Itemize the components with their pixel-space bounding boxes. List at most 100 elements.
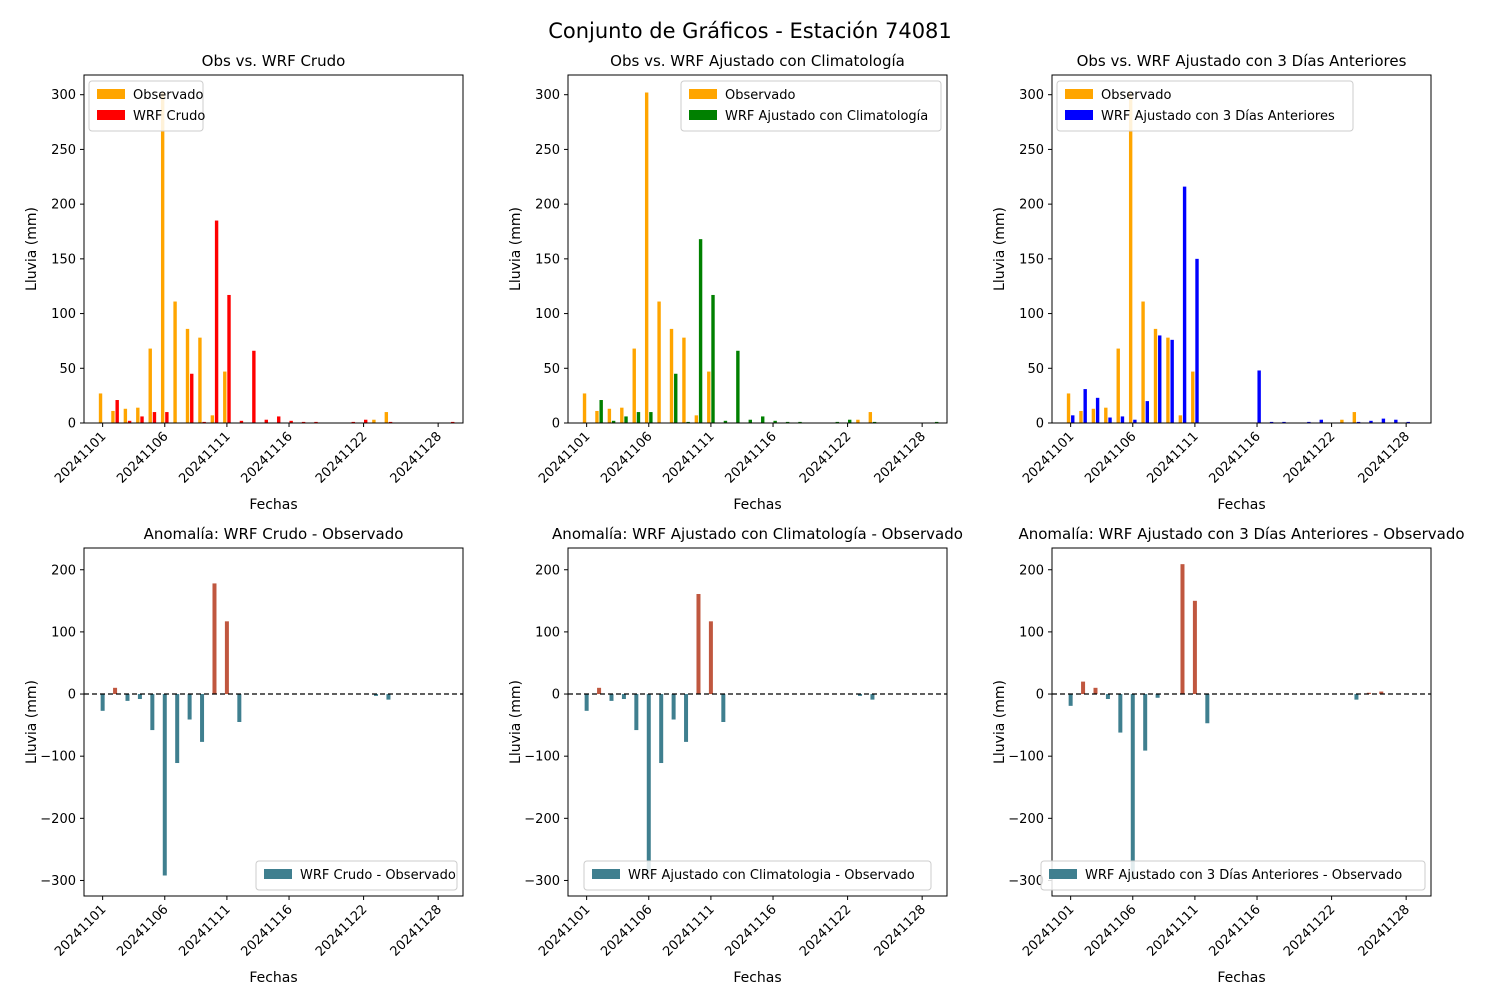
legend-swatch <box>1065 89 1093 99</box>
x-tick-label: 20241101 <box>52 429 109 486</box>
bar-2-16 <box>289 420 293 423</box>
bar-2-13 <box>736 350 740 423</box>
bar-1-23 <box>372 419 376 423</box>
bar-2-15 <box>761 416 765 423</box>
y-tick-label: 50 <box>1027 362 1044 377</box>
y-tick-label: −200 <box>40 812 76 827</box>
bar-2-10 <box>1182 186 1187 423</box>
bar-1-4 <box>620 407 624 423</box>
x-axis-label: Fechas <box>733 497 781 513</box>
x-tick-label: 20241128 <box>872 429 929 486</box>
bar-1-9 <box>682 337 686 423</box>
bar-1-6 <box>644 92 649 423</box>
plot-frame <box>1051 547 1432 897</box>
y-tick-label: −300 <box>1008 874 1044 889</box>
bar-2-10 <box>698 239 703 423</box>
legend: WRF Crudo - Observado <box>255 860 458 891</box>
bar-1-10 <box>1178 415 1183 423</box>
legend: WRF Ajustado con 3 Días Anteriores - Obs… <box>1040 860 1426 891</box>
chart-title: Anomalía: WRF Ajustado con Climatología … <box>552 525 963 543</box>
bar-1-10 <box>210 415 215 423</box>
bar-1-10 <box>1180 564 1185 695</box>
legend-box <box>680 80 942 132</box>
bar-2-5 <box>1120 416 1125 423</box>
bar-2-12 <box>723 420 728 423</box>
x-tick-label: 20241128 <box>1356 902 1413 959</box>
bar-2-26 <box>1381 418 1386 423</box>
y-tick-label: 200 <box>1019 563 1044 578</box>
y-tick-label: −300 <box>524 874 560 889</box>
bar-2-11 <box>1195 258 1199 423</box>
plot-frame <box>1051 74 1432 424</box>
bar-1-2 <box>595 410 599 423</box>
plot-frame <box>567 547 948 897</box>
bar-1-1 <box>584 694 589 711</box>
y-tick-label: 300 <box>1019 88 1044 103</box>
bar-1-11 <box>223 371 227 423</box>
y-tick-label: 200 <box>535 198 560 213</box>
x-tick-label: 20241116 <box>722 902 779 959</box>
bar-2-6 <box>165 412 169 423</box>
bar-1-6 <box>1130 694 1135 880</box>
y-tick-label: 100 <box>51 625 76 640</box>
x-tick-label: 20241116 <box>722 429 779 486</box>
bar-2-15 <box>277 416 281 423</box>
chart-title: Obs vs. WRF Ajustado con Climatología <box>610 52 905 70</box>
bar-2-1 <box>1071 415 1075 423</box>
bar-2-7 <box>1145 401 1150 423</box>
bar-1-8 <box>669 328 674 423</box>
bar-2-16 <box>773 420 777 423</box>
bar-2-4 <box>140 416 144 423</box>
y-tick-label: 50 <box>59 362 76 377</box>
x-tick-label: 20241106 <box>1082 902 1139 959</box>
bar-2-18 <box>798 421 802 423</box>
y-axis-label: Lluvia (mm) <box>992 207 1008 291</box>
bar-1-12 <box>721 694 726 722</box>
x-tick-label: 20241106 <box>114 429 171 486</box>
y-axis-label: Lluvia (mm) <box>24 207 40 291</box>
bar-1-24 <box>1352 412 1357 423</box>
bar-1-23 <box>374 694 379 696</box>
bar-1-5 <box>150 694 155 731</box>
x-tick-label: 20241116 <box>1206 429 1263 486</box>
legend-swatch <box>1049 869 1077 879</box>
x-tick-label: 20241128 <box>388 429 445 486</box>
y-tick-label: 250 <box>51 143 76 158</box>
chart-title: Obs vs. WRF Ajustado con 3 Días Anterior… <box>1077 52 1407 70</box>
bar-1-8 <box>1155 694 1160 698</box>
bar-1-23 <box>858 694 863 696</box>
bar-1-2 <box>1079 410 1083 423</box>
legend-box <box>1056 80 1354 132</box>
bar-1-4 <box>621 694 626 700</box>
x-tick-label: 20241111 <box>1144 429 1201 486</box>
bar-1-11 <box>224 621 229 695</box>
bar-2-12 <box>239 420 244 423</box>
x-tick-label: 20241101 <box>536 429 593 486</box>
bar-2-11 <box>227 294 231 423</box>
x-tick-label: 20241122 <box>313 429 370 486</box>
chart-title: Anomalía: WRF Crudo - Observado <box>144 525 404 543</box>
bar-2-18 <box>314 421 318 423</box>
y-tick-label: 0 <box>552 417 560 432</box>
x-tick-label: 20241122 <box>797 902 854 959</box>
legend-label: WRF Crudo <box>133 109 205 124</box>
plot-frame <box>567 74 948 424</box>
bar-2-21 <box>1319 419 1323 423</box>
bar-1-9 <box>198 337 202 423</box>
y-tick-label: 100 <box>535 307 560 322</box>
bar-1-3 <box>609 694 614 701</box>
bar-1-10 <box>694 415 699 423</box>
y-tick-label: 0 <box>552 688 560 703</box>
y-tick-label: −100 <box>40 750 76 765</box>
y-tick-label: −100 <box>524 750 560 765</box>
x-tick-label: 20241122 <box>797 429 854 486</box>
x-tick-label: 20241106 <box>598 429 655 486</box>
y-tick-label: 150 <box>1019 252 1044 267</box>
legend-swatch <box>689 110 717 120</box>
legend: WRF Ajustado con Climatologia - Observad… <box>583 860 932 891</box>
y-tick-label: 0 <box>68 688 76 703</box>
bar-2-3 <box>1095 397 1100 423</box>
